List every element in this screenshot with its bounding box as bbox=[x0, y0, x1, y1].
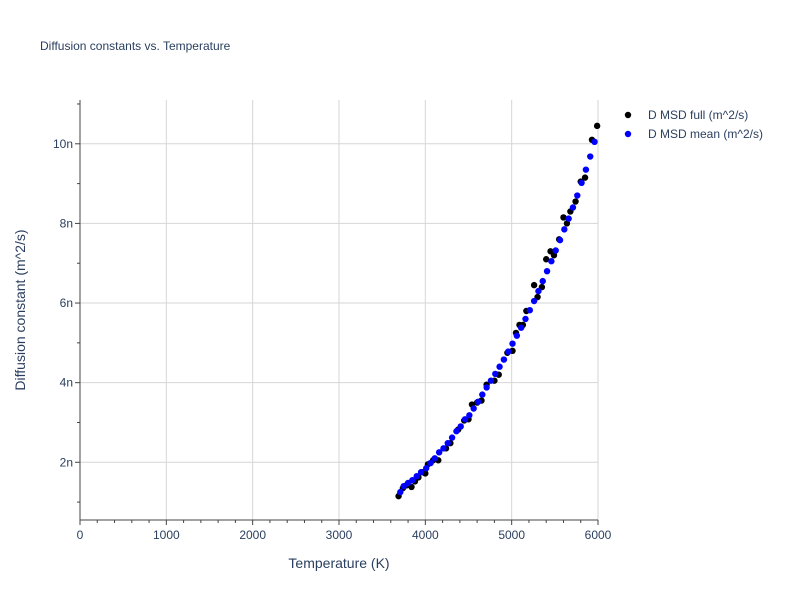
data-point bbox=[530, 281, 538, 289]
legend-label: D MSD full (m^2/s) bbox=[648, 108, 748, 122]
data-point bbox=[470, 405, 477, 412]
data-point bbox=[500, 356, 508, 363]
data-point bbox=[578, 179, 585, 187]
data-point bbox=[483, 384, 490, 391]
y-tick-label: 8n bbox=[60, 216, 73, 230]
data-point bbox=[543, 256, 550, 263]
legend-item[interactable]: D MSD mean (m^2/s) bbox=[624, 127, 763, 141]
data-point bbox=[517, 324, 525, 331]
data-point bbox=[526, 306, 533, 314]
x-axis-ticks: 0 1000 2000 3000 4000 5000 6000 bbox=[77, 520, 612, 542]
data-point bbox=[522, 315, 529, 323]
chart-title: Diffusion constants vs. Temperature bbox=[40, 39, 231, 53]
data-point bbox=[496, 363, 503, 370]
data-point bbox=[422, 465, 430, 472]
data-point bbox=[417, 469, 425, 476]
data-point bbox=[509, 340, 516, 347]
x-tick-label: 5000 bbox=[498, 528, 525, 542]
x-tick-label: 3000 bbox=[326, 528, 353, 542]
data-point bbox=[581, 174, 589, 181]
legend-marker bbox=[624, 130, 632, 138]
y-tick-label: 10n bbox=[53, 137, 73, 151]
legend-item[interactable]: D MSD full (m^2/s) bbox=[624, 108, 749, 122]
data-point bbox=[552, 247, 559, 254]
data-point bbox=[561, 226, 568, 233]
data-point bbox=[409, 476, 416, 484]
data-point bbox=[413, 473, 420, 480]
data-point bbox=[560, 214, 567, 221]
data-point bbox=[487, 377, 495, 384]
data-point bbox=[479, 391, 486, 398]
data-point bbox=[453, 428, 460, 435]
data-point bbox=[548, 258, 555, 265]
x-tick-label: 6000 bbox=[585, 528, 612, 542]
data-point bbox=[461, 416, 469, 423]
series-group bbox=[397, 138, 598, 496]
y-axis-ticks: 2n 4n 6n 8n 10n bbox=[53, 103, 80, 503]
y-tick-label: 6n bbox=[60, 296, 73, 310]
data-points bbox=[395, 122, 601, 500]
data-point bbox=[569, 204, 577, 211]
series-group bbox=[395, 122, 601, 500]
data-point bbox=[543, 267, 551, 275]
data-point bbox=[448, 434, 456, 441]
data-point bbox=[539, 277, 546, 285]
data-point bbox=[440, 445, 447, 452]
data-point bbox=[530, 297, 538, 305]
data-point bbox=[466, 412, 473, 419]
grid-lines bbox=[80, 100, 599, 520]
data-point bbox=[474, 398, 482, 405]
data-point bbox=[591, 138, 598, 146]
data-point bbox=[457, 423, 464, 430]
x-tick-label: 4000 bbox=[412, 528, 439, 542]
data-point bbox=[505, 348, 512, 355]
legend-marker bbox=[624, 111, 632, 119]
data-point bbox=[435, 449, 443, 456]
data-point bbox=[572, 198, 579, 205]
data-point bbox=[427, 459, 434, 467]
data-point bbox=[397, 488, 404, 496]
data-point bbox=[565, 215, 572, 222]
data-point bbox=[444, 439, 451, 447]
x-axis-title: Temperature (K) bbox=[288, 555, 389, 571]
data-point bbox=[574, 192, 581, 199]
data-point bbox=[556, 236, 564, 244]
legend-label: D MSD mean (m^2/s) bbox=[648, 127, 763, 141]
data-point bbox=[431, 455, 439, 462]
y-axis-title: Diffusion constant (m^2/s) bbox=[12, 229, 28, 390]
data-point bbox=[593, 122, 601, 130]
y-tick-label: 4n bbox=[60, 376, 73, 390]
x-tick-label: 0 bbox=[77, 528, 84, 542]
x-tick-label: 2000 bbox=[239, 528, 266, 542]
x-tick-label: 1000 bbox=[153, 528, 180, 542]
data-point bbox=[587, 153, 594, 160]
data-point bbox=[582, 166, 590, 173]
data-point bbox=[535, 287, 542, 295]
legend[interactable]: D MSD full (m^2/s) D MSD mean (m^2/s) bbox=[624, 108, 763, 141]
data-point bbox=[492, 370, 499, 378]
y-tick-label: 2n bbox=[60, 455, 73, 469]
data-point bbox=[513, 332, 521, 339]
